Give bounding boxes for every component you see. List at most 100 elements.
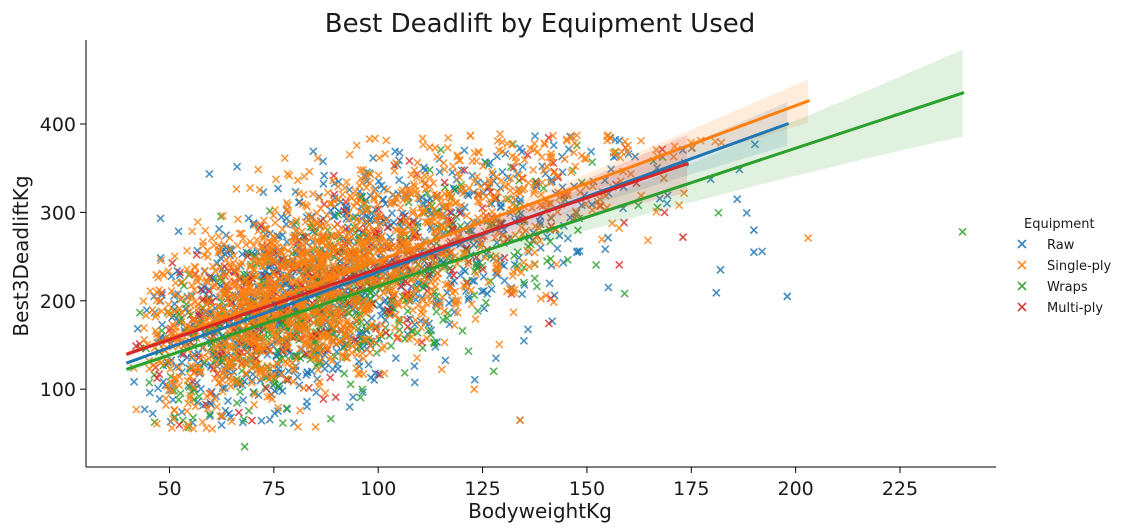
data-point — [519, 336, 528, 345]
data-point — [171, 279, 180, 288]
data-point — [277, 212, 286, 222]
data-point — [524, 178, 533, 187]
legend-label: Wraps — [1047, 280, 1088, 295]
data-point — [383, 223, 392, 232]
data-point — [440, 178, 449, 187]
data-point — [225, 409, 234, 418]
data-point — [410, 378, 419, 387]
data-point — [448, 162, 457, 171]
data-point — [412, 353, 422, 362]
data-point — [471, 315, 480, 324]
data-point — [302, 402, 311, 411]
data-point — [188, 227, 197, 236]
data-point — [240, 442, 249, 451]
scatter-points — [129, 129, 967, 451]
data-point — [530, 132, 540, 141]
data-point — [473, 306, 482, 315]
data-point — [450, 321, 459, 330]
y-tick-label: 200 — [40, 291, 76, 313]
data-point — [545, 279, 554, 288]
data-point — [189, 413, 198, 422]
data-point — [212, 402, 221, 411]
data-point — [620, 289, 629, 298]
data-point — [615, 260, 624, 269]
data-point — [444, 133, 453, 143]
data-point — [174, 395, 183, 404]
data-point — [464, 295, 473, 304]
data-point — [174, 227, 183, 236]
data-point — [662, 199, 672, 208]
data-point — [145, 364, 154, 373]
data-point — [435, 167, 444, 176]
data-point — [472, 157, 481, 166]
data-point — [519, 258, 528, 267]
data-point — [607, 165, 616, 174]
data-point — [520, 280, 529, 289]
data-point — [536, 243, 545, 252]
data-point — [458, 326, 467, 335]
data-point — [200, 266, 209, 275]
data-point — [193, 218, 202, 227]
data-point — [381, 149, 390, 158]
data-point — [296, 406, 305, 415]
data-point — [175, 271, 184, 280]
data-point — [470, 375, 479, 384]
data-point — [477, 287, 486, 296]
data-point — [247, 376, 257, 385]
data-point — [465, 183, 474, 193]
data-point — [712, 288, 721, 297]
y-tick-label: 400 — [40, 114, 76, 136]
data-point — [352, 141, 361, 150]
data-point — [470, 276, 479, 286]
data-point — [418, 134, 427, 143]
data-point — [309, 147, 318, 156]
data-point — [299, 384, 308, 393]
data-point — [749, 226, 758, 235]
data-point — [153, 384, 163, 393]
data-point — [563, 234, 573, 243]
legend-marker — [1017, 281, 1027, 291]
y-tick-label: 100 — [40, 379, 76, 401]
data-point — [432, 307, 441, 316]
data-point — [553, 244, 562, 253]
data-point — [572, 248, 582, 257]
x-tick-label: 75 — [262, 478, 286, 500]
data-point — [201, 226, 210, 235]
data-point — [145, 378, 154, 387]
data-point — [280, 154, 289, 163]
data-point — [437, 365, 446, 374]
data-point — [489, 367, 498, 376]
data-point — [431, 282, 440, 291]
data-point — [375, 153, 384, 162]
data-point — [498, 167, 507, 176]
data-point — [464, 292, 473, 302]
data-point — [587, 147, 596, 156]
data-point — [543, 232, 552, 242]
data-point — [155, 394, 164, 403]
data-point — [322, 358, 331, 367]
data-point — [456, 271, 465, 280]
data-point — [742, 208, 751, 218]
y-ticks: 100 200 300 400 — [40, 114, 86, 401]
data-point — [758, 247, 767, 256]
data-point — [422, 334, 431, 343]
data-point — [403, 322, 412, 331]
data-point — [170, 406, 179, 415]
data-point — [238, 250, 247, 259]
data-point — [433, 274, 442, 283]
data-point — [319, 179, 328, 188]
data-point — [334, 182, 343, 191]
data-point — [233, 162, 242, 171]
data-point — [148, 409, 157, 418]
data-point — [518, 289, 527, 299]
data-point — [714, 208, 723, 217]
data-point — [470, 385, 479, 394]
data-point — [170, 252, 179, 261]
data-point — [148, 305, 157, 315]
data-point — [326, 373, 335, 382]
data-point — [481, 298, 490, 307]
data-point — [300, 172, 309, 181]
data-point — [239, 395, 248, 405]
data-point — [678, 233, 687, 242]
data-point — [958, 227, 967, 236]
